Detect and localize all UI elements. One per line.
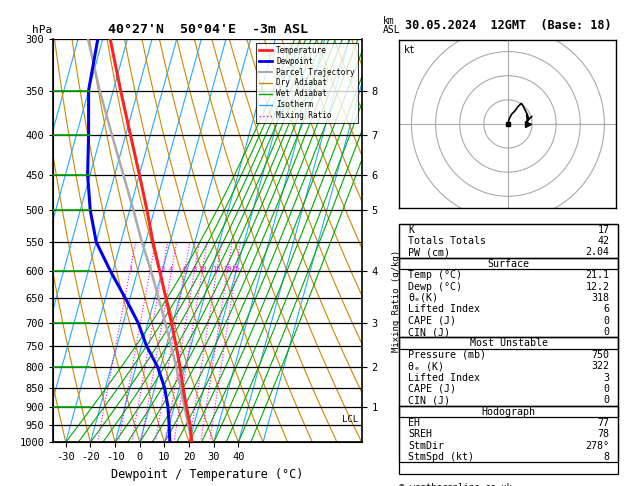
Text: km
ASL: km ASL <box>383 16 401 35</box>
Text: CAPE (J): CAPE (J) <box>408 384 456 394</box>
Text: 0: 0 <box>604 316 610 326</box>
Text: Most Unstable: Most Unstable <box>470 338 548 348</box>
X-axis label: Dewpoint / Temperature (°C): Dewpoint / Temperature (°C) <box>111 468 304 481</box>
Text: 10: 10 <box>198 266 206 272</box>
Text: Dewp (°C): Dewp (°C) <box>408 281 462 292</box>
Text: θₑ (K): θₑ (K) <box>408 361 444 371</box>
Text: hPa: hPa <box>32 25 52 35</box>
Text: Mixing Ratio (g/kg): Mixing Ratio (g/kg) <box>392 250 401 352</box>
Text: 4: 4 <box>169 266 174 272</box>
Text: 15: 15 <box>213 266 221 272</box>
Text: CAPE (J): CAPE (J) <box>408 316 456 326</box>
Text: 318: 318 <box>591 293 610 303</box>
Text: 17: 17 <box>598 225 610 235</box>
Text: StmDir: StmDir <box>408 441 444 451</box>
Text: Surface: Surface <box>488 259 530 269</box>
Bar <box>399 258 618 337</box>
Text: 78: 78 <box>598 430 610 439</box>
Text: 750: 750 <box>591 350 610 360</box>
Text: LCL: LCL <box>342 415 358 423</box>
Text: 6: 6 <box>182 266 187 272</box>
Text: θₑ(K): θₑ(K) <box>408 293 438 303</box>
Text: 0: 0 <box>604 327 610 337</box>
Title: 40°27'N  50°04'E  -3m ASL: 40°27'N 50°04'E -3m ASL <box>108 23 308 36</box>
Text: Temp (°C): Temp (°C) <box>408 270 462 280</box>
Bar <box>399 406 618 463</box>
Text: 6: 6 <box>604 304 610 314</box>
Text: K: K <box>408 225 414 235</box>
Text: kt: kt <box>404 45 416 54</box>
Bar <box>399 406 618 417</box>
Text: 3: 3 <box>604 373 610 382</box>
Text: CIN (J): CIN (J) <box>408 327 450 337</box>
Text: 3: 3 <box>160 266 164 272</box>
Bar <box>399 224 618 258</box>
Bar <box>399 337 618 349</box>
Text: 12.2: 12.2 <box>586 281 610 292</box>
Text: 20: 20 <box>223 266 231 272</box>
Text: PW (cm): PW (cm) <box>408 247 450 258</box>
Text: 25: 25 <box>231 266 240 272</box>
Text: EH: EH <box>408 418 420 428</box>
Text: Pressure (mb): Pressure (mb) <box>408 350 486 360</box>
Text: Lifted Index: Lifted Index <box>408 304 480 314</box>
Text: 77: 77 <box>598 418 610 428</box>
Text: StmSpd (kt): StmSpd (kt) <box>408 452 474 462</box>
Text: Totals Totals: Totals Totals <box>408 236 486 246</box>
Text: Hodograph: Hodograph <box>482 407 536 417</box>
Text: 0: 0 <box>604 384 610 394</box>
Text: Lifted Index: Lifted Index <box>408 373 480 382</box>
Bar <box>399 258 618 269</box>
Text: 278°: 278° <box>586 441 610 451</box>
Text: 2: 2 <box>148 266 152 272</box>
Text: 0: 0 <box>604 395 610 405</box>
Text: 8: 8 <box>604 452 610 462</box>
Text: 322: 322 <box>591 361 610 371</box>
Legend: Temperature, Dewpoint, Parcel Trajectory, Dry Adiabat, Wet Adiabat, Isotherm, Mi: Temperature, Dewpoint, Parcel Trajectory… <box>255 43 358 123</box>
Text: © weatheronline.co.uk: © weatheronline.co.uk <box>399 483 512 486</box>
Text: CIN (J): CIN (J) <box>408 395 450 405</box>
Text: 1: 1 <box>128 266 132 272</box>
Text: 8: 8 <box>192 266 196 272</box>
Text: 21.1: 21.1 <box>586 270 610 280</box>
Text: 2.04: 2.04 <box>586 247 610 258</box>
Bar <box>399 337 618 406</box>
Text: 42: 42 <box>598 236 610 246</box>
Text: SREH: SREH <box>408 430 432 439</box>
Text: 30.05.2024  12GMT  (Base: 18): 30.05.2024 12GMT (Base: 18) <box>404 18 611 32</box>
